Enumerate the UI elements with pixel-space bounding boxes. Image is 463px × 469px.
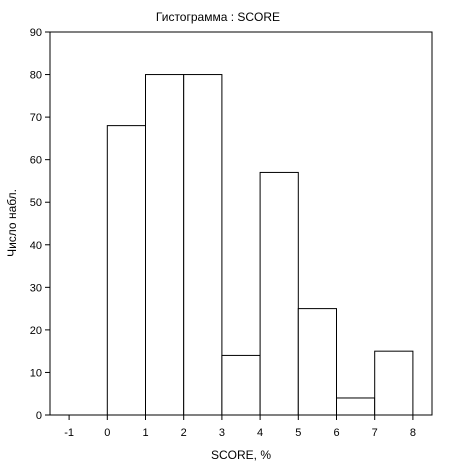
bar-5 (297, 308, 337, 416)
bar-2 (183, 74, 223, 416)
x-tick-label: 0 (104, 427, 110, 439)
y-tick-label: 70 (30, 112, 42, 124)
bar-7 (374, 350, 414, 416)
x-tick-label: -1 (64, 427, 74, 439)
bar-3 (221, 354, 261, 416)
x-tick-label: 2 (181, 427, 187, 439)
x-tick-label: 4 (257, 427, 263, 439)
bar-1 (145, 74, 185, 416)
x-axis-label: SCORE, % (211, 448, 271, 462)
x-tick-label: 3 (219, 427, 225, 439)
y-tick-label: 20 (30, 325, 42, 337)
bar-6 (336, 397, 376, 416)
x-tick-label: 8 (410, 427, 416, 439)
y-tick-label: 30 (30, 282, 42, 294)
y-tick-label: 90 (30, 27, 42, 39)
y-axis: 0 10 20 30 40 50 60 70 80 90 (30, 27, 50, 422)
y-tick-label: 10 (30, 367, 42, 379)
y-tick-label: 80 (30, 70, 42, 82)
x-tick-label: 5 (295, 427, 301, 439)
y-tick-label: 40 (30, 240, 42, 252)
x-tick-label: 6 (333, 427, 339, 439)
y-axis-label: Число набл. (5, 189, 19, 257)
bars-group (106, 74, 414, 416)
bar-4 (259, 171, 299, 416)
x-tick-label: 7 (372, 427, 378, 439)
y-tick-label: 0 (36, 410, 42, 422)
x-tick-label: 1 (142, 427, 148, 439)
chart-title: Гистограмма : SCORE (156, 10, 280, 24)
bar-0 (106, 125, 147, 416)
y-tick-label: 50 (30, 197, 42, 209)
y-tick-label: 60 (30, 155, 42, 167)
x-axis: -1 0 1 2 3 4 5 6 7 8 (64, 415, 416, 439)
